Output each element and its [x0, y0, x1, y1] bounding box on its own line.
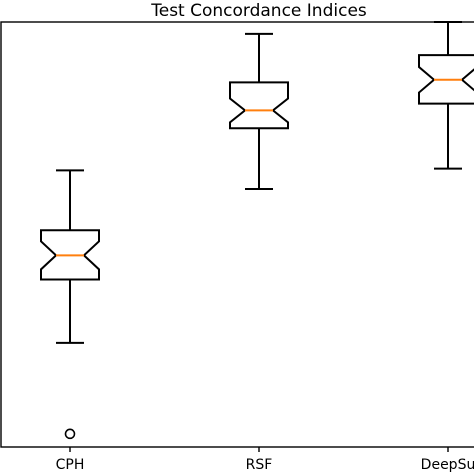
- x-axis-ticks: CPH RSF DeepSu: [56, 447, 474, 473]
- box-group-cph: [40, 169, 100, 440]
- x-tick-label-deepsurv: DeepSu: [421, 457, 474, 473]
- chart-title: Test Concordance Indices: [150, 1, 367, 21]
- x-tick-label-rsf: RSF: [246, 457, 273, 473]
- flier-point: [64, 428, 76, 440]
- notched-box: [229, 81, 289, 130]
- box-group-rsf: [229, 32, 289, 191]
- box-group-deepsurv: [418, 21, 474, 170]
- boxplot-marks: [40, 21, 474, 440]
- plot-area-frame: [0, 21, 474, 448]
- x-tick-label-cph: CPH: [56, 457, 85, 473]
